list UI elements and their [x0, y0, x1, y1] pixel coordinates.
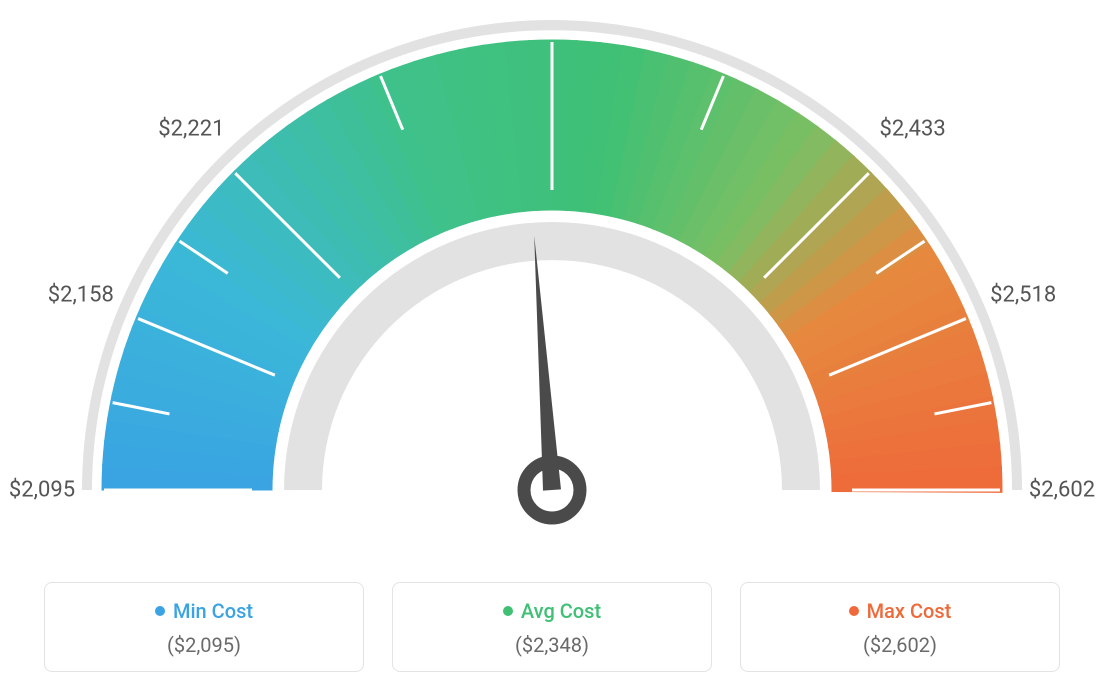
legend-title-label: Min Cost: [173, 599, 253, 623]
gauge-svg: [0, 0, 1104, 560]
legend-title-max: Max Cost: [849, 599, 952, 623]
legend-title-min: Min Cost: [155, 599, 253, 623]
legend-card-min: Min Cost ($2,095): [44, 582, 364, 672]
legend-card-max: Max Cost ($2,602): [740, 582, 1060, 672]
dot-icon: [503, 606, 513, 616]
legend-value-max: ($2,602): [741, 633, 1059, 657]
gauge-tick-label: $2,221: [158, 117, 224, 142]
gauge-tick-label: $2,518: [990, 282, 1056, 307]
legend-title-label: Avg Cost: [521, 599, 601, 623]
legend-row: Min Cost ($2,095) Avg Cost ($2,348) Max …: [0, 582, 1104, 672]
legend-card-avg: Avg Cost ($2,348): [392, 582, 712, 672]
legend-value-avg: ($2,348): [393, 633, 711, 657]
dot-icon: [155, 606, 165, 616]
gauge-chart: $2,095$2,158$2,221$2,348$2,433$2,518$2,6…: [0, 0, 1104, 530]
dot-icon: [849, 606, 859, 616]
legend-title-label: Max Cost: [867, 599, 952, 623]
gauge-tick-label: $2,095: [9, 478, 75, 503]
legend-value-min: ($2,095): [45, 633, 363, 657]
gauge-tick-label: $2,602: [1029, 478, 1095, 503]
gauge-tick-label: $2,433: [880, 117, 946, 142]
gauge-tick-label: $2,158: [48, 282, 114, 307]
legend-title-avg: Avg Cost: [503, 599, 601, 623]
